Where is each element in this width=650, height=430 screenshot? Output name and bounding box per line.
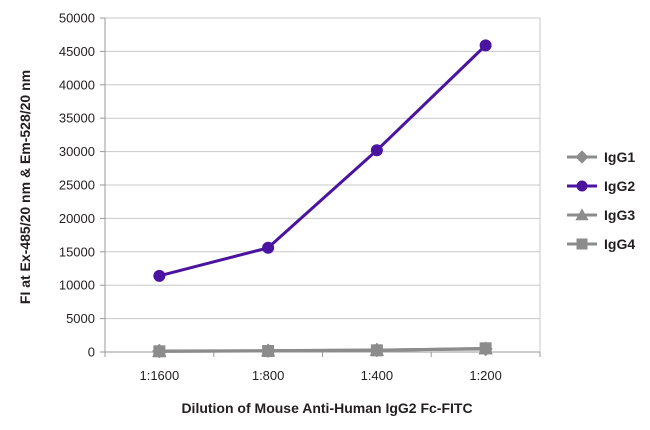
data-point <box>370 344 383 357</box>
legend-item-igg1: IgG1 <box>567 149 635 165</box>
y-tick-label: 25000 <box>59 178 95 193</box>
y-tick-label: 10000 <box>59 278 95 293</box>
legend-label: IgG3 <box>604 207 635 223</box>
x-tick-label: 1:200 <box>469 368 502 383</box>
data-point <box>262 344 275 357</box>
data-point <box>262 241 275 254</box>
series-line <box>159 346 486 353</box>
y-tick-labels: 0 5000 10000 15000 20000 25000 30000 35000 40000… <box>59 11 95 360</box>
x-axis-title: Dilution of Mouse Anti-Human IgG2 Fc-FIT… <box>181 400 472 416</box>
series-line <box>159 44 487 278</box>
series-igg4 <box>153 342 492 358</box>
x-tick-label: 1:1600 <box>139 368 179 383</box>
y-tick-label: 35000 <box>59 111 95 126</box>
y-tick-label: 30000 <box>59 144 95 159</box>
y-tick-label: 50000 <box>59 11 95 26</box>
legend: IgG1 IgG2 IgG3 IgG4 <box>567 149 635 252</box>
series <box>152 39 493 359</box>
x-tick-label: 1:400 <box>361 368 394 383</box>
data-point <box>479 39 492 52</box>
y-tick-label: 20000 <box>59 211 95 226</box>
y-tick-label: 40000 <box>59 77 95 92</box>
legend-marker <box>575 150 589 164</box>
data-point <box>479 342 492 355</box>
legend-item-igg2: IgG2 <box>567 178 635 194</box>
gridlines <box>105 17 540 320</box>
data-point <box>153 269 166 282</box>
legend-item-igg3: IgG3 <box>567 207 635 223</box>
legend-label: IgG1 <box>604 149 635 165</box>
legend-label: IgG2 <box>604 178 635 194</box>
legend-item-igg4: IgG4 <box>567 236 635 252</box>
legend-marker <box>576 180 588 192</box>
legend-marker <box>575 208 589 221</box>
y-tick-label: 5000 <box>66 311 95 326</box>
legend-marker <box>576 238 588 250</box>
data-point <box>370 144 383 157</box>
series-igg2 <box>153 39 492 282</box>
x-tick-label: 1:800 <box>252 368 285 383</box>
axes <box>100 17 541 357</box>
y-tick-label: 0 <box>88 345 95 360</box>
x-tick-labels: 1:1600 1:800 1:400 1:200 <box>139 368 501 383</box>
data-point <box>153 345 166 358</box>
y-tick-label: 15000 <box>59 244 95 259</box>
legend-label: IgG4 <box>604 236 635 252</box>
y-axis-title: FI at Ex-485/20 nm & Em-528/20 nm <box>17 70 33 304</box>
y-tick-label: 45000 <box>59 44 95 59</box>
